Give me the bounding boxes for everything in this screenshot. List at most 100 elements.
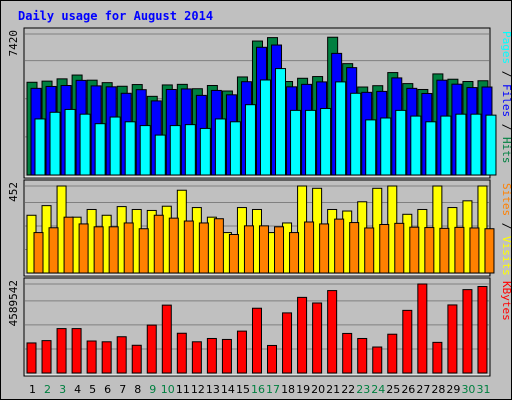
bar-kbytes-day-14 <box>221 338 232 374</box>
bar-kbytes-day-16 <box>251 307 262 374</box>
bar-pages-day-27 <box>425 121 437 176</box>
bar-pages-day-4 <box>79 113 91 176</box>
bar-kbytes-day-1 <box>26 342 37 374</box>
bar-pages-day-6 <box>109 116 121 176</box>
day-label-28: 28 <box>431 383 445 396</box>
bar-pages-day-26 <box>410 115 422 176</box>
day-label-7: 7 <box>119 383 126 396</box>
day-label-13: 13 <box>206 383 220 396</box>
bar-pages-day-25 <box>395 109 407 176</box>
bar-sites-day-11 <box>183 220 194 274</box>
bar-kbytes-day-25 <box>387 333 398 374</box>
bar-kbytes-day-19 <box>297 296 308 374</box>
bar-sites-day-5 <box>93 226 104 274</box>
bar-kbytes-day-12 <box>191 341 202 374</box>
bar-kbytes-day-23 <box>357 337 368 374</box>
bar-sites-day-15 <box>243 225 254 274</box>
bar-pages-day-19 <box>305 109 317 176</box>
day-label-11: 11 <box>176 383 190 396</box>
bar-pages-day-21 <box>335 81 347 176</box>
bar-kbytes-day-31 <box>477 286 488 374</box>
day-label-9: 9 <box>149 383 156 396</box>
bar-pages-day-1 <box>34 118 46 176</box>
bar-kbytes-day-15 <box>236 330 247 374</box>
bar-sites-day-30 <box>469 227 480 274</box>
y-max-label-hits: 7420 <box>7 30 20 57</box>
day-label-5: 5 <box>89 383 96 396</box>
day-label-1: 1 <box>29 383 36 396</box>
day-label-27: 27 <box>416 383 430 396</box>
day-label-26: 26 <box>401 383 415 396</box>
bar-sites-day-7 <box>123 222 134 274</box>
legend-item-files: Files <box>500 84 512 117</box>
chart-title: Daily usage for August 2014 <box>18 9 213 23</box>
day-label-6: 6 <box>104 383 111 396</box>
bar-sites-day-14 <box>228 234 239 274</box>
day-label-17: 17 <box>266 383 280 396</box>
day-label-8: 8 <box>134 383 141 396</box>
legend-item-pages: Pages <box>500 31 512 64</box>
bar-sites-day-8 <box>138 228 149 274</box>
bar-sites-day-22 <box>349 222 360 274</box>
bar-kbytes-day-26 <box>402 309 413 374</box>
day-label-19: 19 <box>296 383 310 396</box>
bar-sites-day-27 <box>424 227 435 274</box>
bar-pages-day-10 <box>169 125 181 176</box>
bar-pages-day-30 <box>470 113 482 176</box>
day-label-2: 2 <box>44 383 51 396</box>
legend-item-visits: Visits <box>500 236 512 276</box>
bar-sites-day-21 <box>334 218 345 274</box>
legend-item-kbytes: KBytes <box>500 281 512 321</box>
bar-kbytes-day-4 <box>71 328 82 374</box>
bar-kbytes-day-11 <box>176 332 187 374</box>
bar-sites-day-4 <box>78 223 89 274</box>
bar-kbytes-day-10 <box>161 304 172 374</box>
bar-pages-day-8 <box>139 125 151 176</box>
bar-sites-day-12 <box>198 222 209 274</box>
bar-sites-day-26 <box>409 226 420 274</box>
bar-sites-day-17 <box>274 226 285 274</box>
bar-pages-day-29 <box>455 113 467 176</box>
legend-visits: Sites / Visits <box>500 183 512 276</box>
day-label-10: 10 <box>161 383 175 396</box>
day-label-16: 16 <box>251 383 265 396</box>
day-label-29: 29 <box>446 383 460 396</box>
bar-sites-day-6 <box>108 226 119 274</box>
bar-sites-day-2 <box>48 227 59 274</box>
bar-pages-day-5 <box>94 123 106 176</box>
bar-pages-day-24 <box>380 117 392 176</box>
bar-pages-day-13 <box>214 118 226 176</box>
bar-kbytes-day-21 <box>327 290 338 374</box>
y-max-label-kbytes: 4589542 <box>7 280 20 326</box>
bar-sites-day-1 <box>33 232 44 274</box>
bar-kbytes-day-8 <box>131 344 142 374</box>
bar-kbytes-day-7 <box>116 336 127 374</box>
day-label-3: 3 <box>59 383 66 396</box>
bar-kbytes-day-30 <box>462 289 473 374</box>
bar-pages-day-20 <box>320 107 332 176</box>
bar-pages-day-23 <box>365 119 377 176</box>
bar-sites-day-29 <box>454 226 465 274</box>
day-label-31: 31 <box>476 383 490 396</box>
bar-pages-day-17 <box>275 68 287 176</box>
bar-kbytes-day-18 <box>282 312 293 374</box>
bar-sites-day-19 <box>304 221 315 274</box>
day-label-18: 18 <box>281 383 295 396</box>
bar-pages-day-22 <box>350 92 362 176</box>
legend-item-sites: Sites <box>500 183 512 216</box>
bar-kbytes-day-22 <box>342 332 353 374</box>
bar-kbytes-day-2 <box>41 340 52 374</box>
bar-sites-day-28 <box>439 227 450 274</box>
bar-pages-day-14 <box>229 121 241 176</box>
day-label-22: 22 <box>341 383 355 396</box>
bar-pages-day-12 <box>199 127 211 176</box>
bar-sites-day-23 <box>364 227 375 274</box>
bar-pages-day-7 <box>124 121 136 176</box>
bar-kbytes-day-3 <box>56 328 67 374</box>
day-label-25: 25 <box>386 383 400 396</box>
bar-kbytes-day-24 <box>372 346 383 374</box>
bar-pages-day-16 <box>259 79 271 176</box>
day-label-4: 4 <box>74 383 81 396</box>
